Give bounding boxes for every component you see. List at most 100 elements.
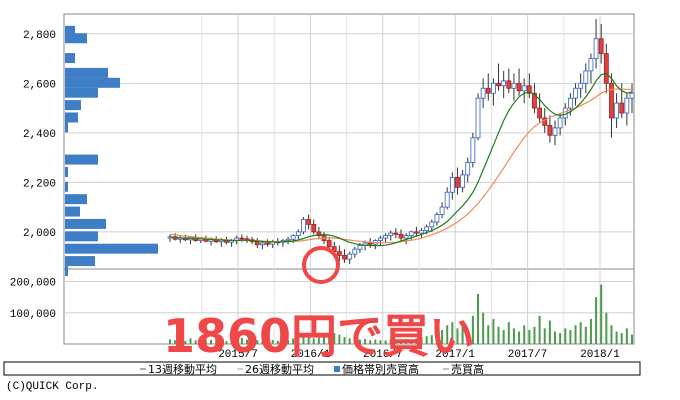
volume-profile-bar bbox=[65, 218, 106, 229]
volume-profile-bar bbox=[65, 77, 120, 88]
volume-bar bbox=[605, 312, 608, 344]
volume-bar bbox=[471, 315, 474, 344]
volume-bar bbox=[518, 331, 521, 344]
volume-bar bbox=[400, 339, 402, 344]
volume-bar bbox=[230, 340, 233, 344]
volume-bar bbox=[487, 325, 490, 344]
volume-bar bbox=[220, 340, 223, 344]
candle-body bbox=[336, 251, 342, 256]
volume-bar bbox=[595, 297, 598, 344]
volume-bar bbox=[559, 333, 562, 344]
volume-bars bbox=[169, 284, 633, 344]
volume-bar bbox=[492, 319, 495, 344]
volume-bar bbox=[548, 320, 551, 344]
candle-body bbox=[537, 107, 542, 119]
candle-body bbox=[578, 82, 584, 89]
volume-profile-bar bbox=[65, 166, 68, 177]
volume-bar bbox=[415, 338, 418, 344]
volume-bar bbox=[600, 284, 603, 344]
price-axis-labels: 2,800 2,600 2,400 2,200 2,000 bbox=[23, 30, 56, 240]
volume-bar bbox=[507, 322, 510, 344]
volume-profile-bar bbox=[65, 265, 68, 276]
candle-body bbox=[516, 82, 522, 92]
volume-bar bbox=[466, 329, 469, 344]
candle-body bbox=[521, 85, 527, 92]
candle-body bbox=[547, 125, 553, 136]
volume-bar bbox=[523, 325, 526, 344]
volume-bar bbox=[435, 331, 438, 344]
volume-bar bbox=[266, 340, 269, 344]
candle-body bbox=[588, 58, 594, 72]
volume-profile-bar bbox=[65, 243, 158, 254]
price-tick-label: 2,800 bbox=[23, 30, 56, 42]
candle-body bbox=[455, 176, 460, 188]
volume-profile-bar bbox=[65, 194, 87, 205]
volume-bar bbox=[225, 341, 228, 344]
candle-body bbox=[429, 221, 435, 228]
candle-body bbox=[378, 237, 383, 241]
volume-bar bbox=[210, 339, 213, 344]
volume-bar bbox=[348, 338, 351, 344]
svg-text:26週移動平均: 26週移動平均 bbox=[245, 362, 314, 376]
candle-body bbox=[367, 242, 373, 245]
legend-ma13: 13週移動平均 bbox=[140, 362, 217, 376]
volume-bar bbox=[179, 339, 182, 344]
volume-bar bbox=[482, 312, 485, 344]
volume-bar bbox=[302, 334, 305, 344]
volume-bar bbox=[199, 341, 202, 344]
legend-volume-profile: 価格帯別売買高 bbox=[334, 362, 419, 376]
volume-bar bbox=[631, 334, 633, 344]
candle-body bbox=[285, 238, 291, 241]
price-tick-label: 2,600 bbox=[23, 79, 56, 91]
candle-body bbox=[259, 242, 265, 246]
volume-bar bbox=[276, 340, 279, 344]
candle-body bbox=[295, 231, 301, 236]
candle-body bbox=[598, 38, 604, 55]
volume-bar bbox=[477, 294, 479, 344]
volume-bar bbox=[194, 340, 197, 344]
candle-body bbox=[254, 241, 260, 246]
volume-bar bbox=[405, 339, 408, 344]
candle-body bbox=[465, 162, 471, 176]
candle-body bbox=[357, 245, 363, 250]
volume-bar bbox=[451, 322, 454, 344]
volume-bar bbox=[538, 315, 541, 344]
date-tick-label: 2017/1 bbox=[435, 349, 475, 361]
candle-body bbox=[475, 97, 481, 139]
copyright: (C)QUICK Corp. bbox=[6, 381, 98, 393]
date-tick-label: 2016/7 bbox=[363, 349, 403, 361]
volume-bar bbox=[364, 339, 367, 344]
volume-bar bbox=[189, 338, 192, 344]
legend-box bbox=[3, 361, 641, 376]
volume-bar bbox=[512, 328, 515, 344]
candle-body bbox=[449, 176, 455, 193]
volume-bar bbox=[625, 328, 628, 344]
volume-bar bbox=[328, 335, 331, 344]
candle-body bbox=[552, 127, 558, 136]
volume-bar bbox=[369, 340, 372, 344]
candle-body bbox=[624, 97, 630, 114]
volume-bar bbox=[394, 339, 397, 344]
candle-body bbox=[501, 80, 507, 87]
ma13-line bbox=[169, 72, 633, 247]
moving-average-lines bbox=[169, 72, 633, 247]
volume-bar bbox=[430, 335, 433, 344]
volume-bar bbox=[441, 329, 444, 344]
legend-ma26: 26週移動平均 bbox=[237, 362, 314, 376]
volume-profile-bar bbox=[65, 25, 75, 36]
volume-bar bbox=[446, 325, 449, 344]
volume-bar bbox=[497, 326, 500, 344]
candle-body bbox=[573, 87, 578, 99]
volume-bar bbox=[292, 338, 295, 344]
candle-body bbox=[326, 240, 332, 248]
candle-body bbox=[583, 70, 589, 84]
candle-body bbox=[383, 235, 389, 239]
candle-body bbox=[424, 226, 430, 232]
candle-body bbox=[311, 224, 317, 233]
candle-body bbox=[619, 102, 625, 114]
volume-bar bbox=[374, 339, 377, 344]
candle-body bbox=[419, 230, 424, 234]
candle-body bbox=[244, 238, 250, 241]
volume-bar bbox=[384, 340, 387, 344]
